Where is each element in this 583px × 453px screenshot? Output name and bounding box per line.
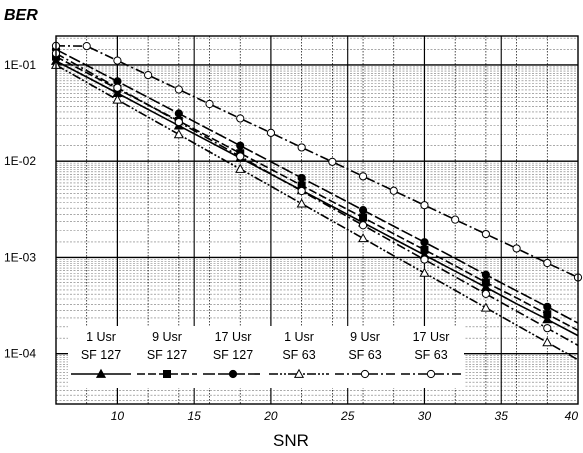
data-point xyxy=(174,117,183,127)
data-point xyxy=(512,244,521,253)
data-point xyxy=(113,83,122,92)
x-axis-label: SNR xyxy=(273,431,309,450)
data-point xyxy=(297,143,306,152)
data-point xyxy=(235,163,246,173)
series-line xyxy=(55,45,579,279)
data-point xyxy=(481,270,490,279)
data-point xyxy=(358,233,369,243)
y-axis-label: BER xyxy=(4,7,38,24)
data-point xyxy=(82,42,91,51)
plot-frame xyxy=(55,35,579,405)
legend-label-line2: SF 127 xyxy=(147,348,187,362)
data-point xyxy=(389,186,398,195)
legend-marker xyxy=(360,369,370,379)
legend-label-line2: SF 63 xyxy=(414,348,447,362)
data-point xyxy=(112,94,123,104)
x-tick-label: 10 xyxy=(111,409,125,423)
data-point xyxy=(173,129,184,139)
x-tick-labels: 10 15 20 25 30 35 40 xyxy=(111,409,579,423)
data-point xyxy=(543,324,552,333)
data-point xyxy=(328,157,337,166)
data-point xyxy=(419,267,430,277)
series-1 xyxy=(50,55,579,337)
data-point xyxy=(481,278,490,287)
data-point xyxy=(297,173,306,183)
series-line xyxy=(55,48,579,324)
data-point xyxy=(420,245,429,254)
data-point xyxy=(236,141,245,150)
data-point xyxy=(358,206,368,215)
legend-label-line2: SF 127 xyxy=(81,348,121,362)
legend-marker xyxy=(228,369,238,379)
x-tick-label: 35 xyxy=(495,409,509,423)
data-point xyxy=(113,56,122,65)
legend-label-line1: 1 Usr xyxy=(284,330,314,344)
y-tick-labels: 1E-01 1E-02 1E-03 1E-04 xyxy=(4,58,36,361)
legend-box xyxy=(68,326,464,388)
legend-marker xyxy=(95,368,107,378)
x-tick-label: 40 xyxy=(565,409,579,423)
data-point xyxy=(236,152,245,161)
data-point xyxy=(543,258,552,268)
data-point xyxy=(296,198,307,208)
legend-label-line1: 9 Usr xyxy=(152,330,182,344)
hatched-background xyxy=(56,37,578,401)
data-point xyxy=(480,302,491,312)
data-point xyxy=(144,70,153,80)
legend-label-line1: 9 Usr xyxy=(350,330,380,344)
x-tick-label: 20 xyxy=(263,409,278,423)
data-point xyxy=(266,128,276,137)
series-lines xyxy=(50,41,583,361)
data-point xyxy=(543,310,552,319)
y-tick-label: 1E-02 xyxy=(4,154,36,168)
x-tick-label: 30 xyxy=(418,409,432,423)
series-3 xyxy=(51,45,579,324)
data-point xyxy=(236,114,245,123)
y-tick-label: 1E-04 xyxy=(4,347,36,361)
y-tick-label: 1E-01 xyxy=(4,58,36,72)
series-4 xyxy=(50,59,579,361)
legend-marker xyxy=(426,369,436,379)
series-line xyxy=(55,64,579,361)
x-tick-label: 15 xyxy=(187,409,201,423)
series-5 xyxy=(51,49,579,347)
data-point xyxy=(358,221,368,230)
data-point xyxy=(481,229,490,239)
data-point xyxy=(420,255,429,264)
data-point xyxy=(359,213,368,222)
legend-label-line1: 17 Usr xyxy=(215,330,252,344)
data-point xyxy=(542,314,553,324)
data-point xyxy=(297,186,306,196)
x-tick-label: 25 xyxy=(340,409,355,423)
data-point xyxy=(481,289,490,299)
legend-label-line1: 17 Usr xyxy=(413,330,450,344)
series-line xyxy=(55,52,579,347)
legend-label-line1: 1 Usr xyxy=(86,330,116,344)
data-point xyxy=(205,99,214,109)
series-line xyxy=(55,60,579,337)
data-point xyxy=(542,337,553,347)
series-line xyxy=(55,55,579,331)
legend: 1 Usr SF 127 9 Usr SF 127 17 Usr SF 127 1 Usr S… xyxy=(68,326,464,388)
legend-label-line2: SF 63 xyxy=(348,348,381,362)
data-point xyxy=(420,201,429,210)
data-point xyxy=(174,85,183,94)
data-point xyxy=(420,238,429,247)
legend-label-line2: SF 63 xyxy=(282,348,315,362)
data-point xyxy=(174,109,183,118)
data-point xyxy=(358,172,368,181)
y-tick-label: 1E-03 xyxy=(4,250,36,264)
legend-label-line2: SF 127 xyxy=(213,348,253,362)
data-point xyxy=(451,215,460,224)
legend-marker xyxy=(163,370,171,378)
data-point xyxy=(543,302,552,311)
legend-marker xyxy=(293,368,305,378)
